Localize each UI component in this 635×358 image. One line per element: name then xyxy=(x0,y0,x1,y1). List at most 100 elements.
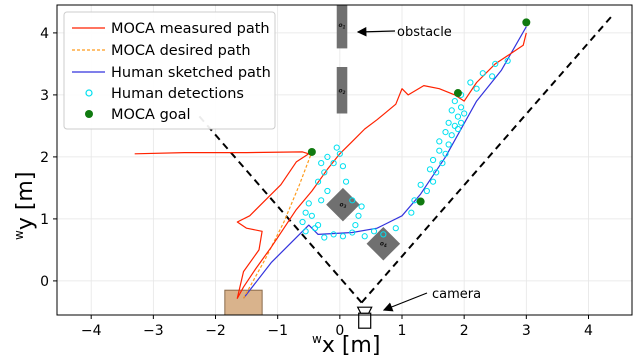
y-axis-label-main: y [m] xyxy=(13,172,38,231)
legend: MOCA measured path MOCA desired path Hum… xyxy=(63,11,276,130)
fov-layer xyxy=(196,13,615,304)
detection-point xyxy=(339,233,347,240)
detection-point xyxy=(436,147,443,154)
obstacle-2 xyxy=(336,67,348,114)
detection-point xyxy=(299,218,306,226)
detection-point xyxy=(314,178,322,185)
detection-point xyxy=(408,209,415,216)
detection-point xyxy=(423,187,430,195)
y-tick-label: 3 xyxy=(40,88,49,104)
camera-layer xyxy=(356,306,373,329)
y-axis-label: wy [m] xyxy=(12,172,38,240)
obstacle-annotation: obstacle xyxy=(397,25,452,40)
detection-point xyxy=(454,113,462,120)
legend-label-sketched: Human sketched path xyxy=(111,65,271,81)
legend-label-desired: MOCA desired path xyxy=(111,43,251,59)
obstacle-3 xyxy=(326,187,360,222)
y-tick-label: 0 xyxy=(40,274,49,290)
plot-frame xyxy=(56,4,633,316)
detection-point xyxy=(370,228,378,235)
detection-point xyxy=(302,209,309,216)
detection-point xyxy=(479,70,486,77)
detection-point xyxy=(358,203,365,210)
detection-point xyxy=(352,222,359,229)
x-tick-label: −1 xyxy=(267,323,288,339)
detection-point xyxy=(349,197,356,204)
detection-layer xyxy=(299,57,511,241)
legend-label-measured: MOCA measured path xyxy=(111,21,270,37)
x-axis-label-prefix: w xyxy=(312,332,322,346)
obstacle-label-4: o4 xyxy=(380,241,387,249)
detection-point xyxy=(451,122,458,130)
detection-point xyxy=(342,178,350,185)
legend-box xyxy=(63,11,276,130)
obstacle-layer: o1 o2 o3 o4 xyxy=(326,5,401,261)
start-box-layer xyxy=(224,289,263,315)
detection-point xyxy=(489,73,496,80)
detection-point xyxy=(442,129,449,136)
legend-label-detections: Human detections xyxy=(111,86,244,102)
detection-point xyxy=(330,160,337,167)
detection-point xyxy=(439,160,446,167)
detection-point xyxy=(467,79,474,86)
detection-point xyxy=(311,225,319,232)
obstacle-label-subscript: 1 xyxy=(343,25,346,30)
goal-layer xyxy=(307,18,531,206)
x-tick-label: 1 xyxy=(398,323,407,339)
detection-point xyxy=(448,107,455,114)
x-tick-label: 3 xyxy=(522,323,531,339)
obstacle-label-1: o1 xyxy=(339,22,346,30)
detection-point xyxy=(433,169,440,176)
detection-point xyxy=(457,104,465,111)
x-tick-label: 4 xyxy=(584,323,593,339)
detection-point xyxy=(451,98,458,105)
fov-right-boundary xyxy=(360,13,615,304)
detection-point xyxy=(355,212,362,219)
x-tick-label: −2 xyxy=(205,323,226,339)
goal-point xyxy=(453,89,462,98)
detection-point xyxy=(457,119,465,126)
detection-point xyxy=(321,169,328,176)
obstacle-label-subscript: 2 xyxy=(343,90,346,95)
detection-point xyxy=(318,197,325,204)
x-axis-label-main: x [m] xyxy=(322,333,381,358)
detection-point xyxy=(445,141,452,148)
goal-point xyxy=(416,197,425,206)
detection-point xyxy=(361,233,368,240)
start-box xyxy=(224,289,263,315)
detection-point xyxy=(339,163,347,170)
detection-point xyxy=(321,234,328,241)
y-tick-label: 4 xyxy=(40,26,49,42)
detection-point xyxy=(330,231,337,238)
plot-area: o1 o2 o3 o4 xyxy=(134,5,615,315)
annotations: obstacle camera xyxy=(356,25,481,312)
detection-point xyxy=(473,85,480,92)
goal-point xyxy=(522,18,531,27)
series-line-1 xyxy=(242,151,313,299)
detection-point xyxy=(336,150,343,157)
x-tick-label: −4 xyxy=(81,323,102,339)
obstacle-1 xyxy=(336,5,348,49)
detection-point xyxy=(318,160,325,167)
detection-point xyxy=(308,212,315,219)
legend-swatch-goal xyxy=(85,110,93,118)
legend-label-goal: MOCA goal xyxy=(111,107,191,123)
x-tick-label: 0 xyxy=(335,323,344,339)
y-tick-label: 2 xyxy=(40,150,49,166)
ticks: −4 −3 −2 −1 0 1 2 3 4 0 1 2 3 4 xyxy=(40,26,593,339)
legend-swatch-detections xyxy=(85,89,93,97)
fov-left-boundary xyxy=(196,112,363,304)
goal-point xyxy=(307,147,316,156)
x-tick-label: 2 xyxy=(460,323,469,339)
x-axis-label: wx [m] xyxy=(312,332,380,358)
detection-point xyxy=(380,231,387,238)
x-tick-label: −3 xyxy=(143,323,164,339)
detection-point xyxy=(417,181,424,188)
obstacle-arrow xyxy=(356,26,396,37)
detection-point xyxy=(429,178,437,185)
detection-point xyxy=(324,187,331,195)
obstacle-label-2: o2 xyxy=(339,87,346,95)
y-tick-label: 1 xyxy=(40,212,49,228)
detection-point xyxy=(314,222,322,229)
